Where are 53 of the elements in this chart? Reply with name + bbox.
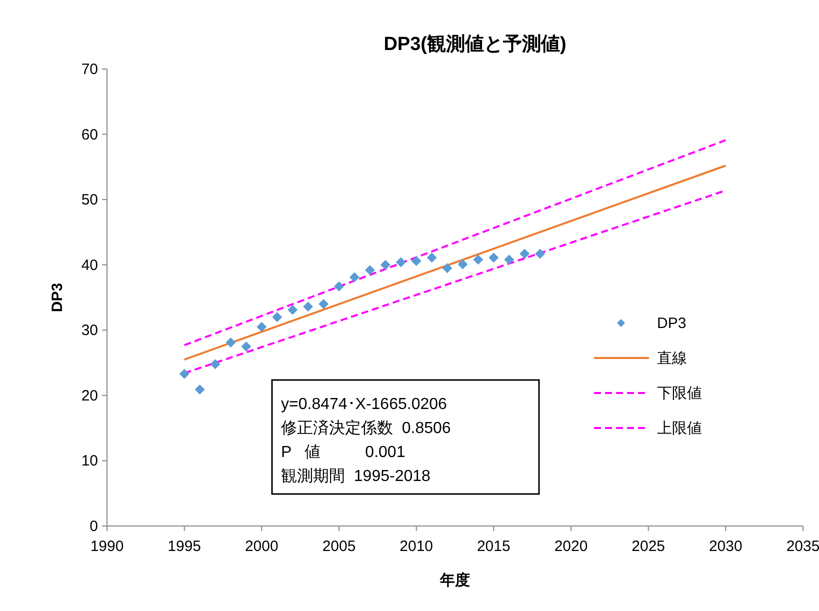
y-tick-label: 0 bbox=[90, 518, 98, 535]
y-axis-title: DP3 bbox=[49, 282, 66, 312]
y-tick-label: 50 bbox=[81, 192, 98, 209]
point bbox=[334, 281, 344, 292]
point bbox=[210, 359, 220, 370]
point bbox=[396, 257, 406, 268]
point bbox=[520, 248, 530, 259]
y-tick-label: 10 bbox=[81, 452, 98, 470]
y-tick-label: 40 bbox=[81, 256, 98, 274]
y-tick-label: 30 bbox=[81, 322, 98, 340]
chart-title: DP3(観測値と予測値) bbox=[384, 34, 566, 55]
point bbox=[504, 254, 514, 265]
x-tick-label: 1990 bbox=[90, 538, 124, 555]
point bbox=[179, 368, 190, 379]
point bbox=[364, 265, 375, 276]
point bbox=[411, 256, 422, 266]
x-tick-label: 2025 bbox=[632, 538, 666, 555]
point bbox=[256, 322, 267, 332]
point bbox=[318, 299, 329, 310]
legend-label: DP3 bbox=[657, 315, 686, 332]
point bbox=[458, 259, 468, 270]
x-tick-label: 2005 bbox=[322, 538, 356, 555]
point bbox=[194, 384, 205, 395]
annotation: y=0.8474･X-1665.0206 bbox=[281, 396, 448, 413]
point bbox=[241, 341, 252, 352]
x-tick-label: 2010 bbox=[400, 538, 434, 555]
annotation: P 値 0.001 bbox=[281, 444, 406, 461]
point bbox=[303, 302, 314, 312]
annotation: 修正済決定係数 0.8506 bbox=[281, 419, 451, 437]
legend-label: 直線 bbox=[657, 350, 687, 367]
x-tick-label: 1995 bbox=[168, 538, 202, 555]
point bbox=[473, 254, 484, 265]
x-tick-label: 2030 bbox=[708, 538, 742, 555]
point bbox=[380, 260, 390, 270]
x-tick-label: 2035 bbox=[786, 538, 819, 555]
point bbox=[349, 272, 360, 282]
y-tick-label: 20 bbox=[81, 387, 98, 404]
y-tick-label: 60 bbox=[81, 126, 98, 144]
x-tick-label: 2020 bbox=[554, 538, 588, 555]
point bbox=[535, 248, 546, 259]
x-axis-title: 年度 bbox=[439, 571, 470, 589]
y-tick-label: 70 bbox=[81, 61, 98, 78]
point bbox=[288, 304, 298, 315]
point bbox=[226, 338, 236, 348]
legend-label: 下限値 bbox=[657, 385, 702, 402]
point bbox=[488, 252, 499, 263]
x-tick-label: 2000 bbox=[244, 538, 278, 555]
legend-label: 上限値 bbox=[657, 420, 702, 437]
point bbox=[272, 312, 282, 322]
point bbox=[442, 263, 452, 274]
point bbox=[426, 252, 437, 263]
x-tick-label: 2015 bbox=[476, 538, 510, 555]
annotation: 観測期間 1995-2018 bbox=[281, 467, 431, 485]
